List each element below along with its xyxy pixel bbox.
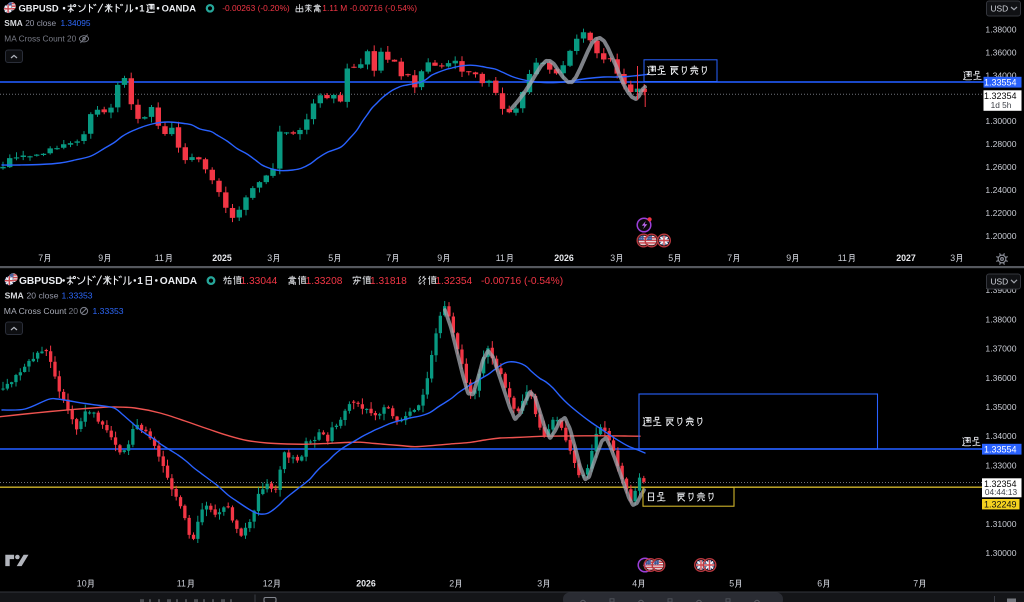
svg-text:7: 7 bbox=[386, 253, 391, 263]
svg-text:1.32354: 1.32354 bbox=[984, 479, 1017, 489]
svg-text:3: 3 bbox=[537, 579, 542, 589]
svg-text:1.33554: 1.33554 bbox=[984, 77, 1017, 87]
svg-text:1.39000: 1.39000 bbox=[985, 285, 1016, 295]
svg-text:2025: 2025 bbox=[212, 253, 232, 263]
svg-text:9: 9 bbox=[98, 253, 103, 263]
svg-text:6: 6 bbox=[817, 579, 822, 589]
svg-text:1.32354: 1.32354 bbox=[435, 276, 472, 287]
svg-text:11: 11 bbox=[177, 579, 186, 589]
svg-text:-0.00716 (-0.54%): -0.00716 (-0.54%) bbox=[350, 3, 418, 13]
svg-text:SMA: SMA bbox=[4, 18, 22, 28]
svg-text:1.30000: 1.30000 bbox=[985, 548, 1016, 558]
svg-text:3: 3 bbox=[610, 253, 615, 263]
svg-text:USD: USD bbox=[991, 4, 1009, 14]
svg-text:11: 11 bbox=[838, 253, 847, 263]
svg-text:3: 3 bbox=[267, 253, 272, 263]
svg-text:GBPUSD: GBPUSD bbox=[19, 3, 59, 14]
svg-text:1.32354: 1.32354 bbox=[984, 91, 1017, 101]
svg-text:1.33208: 1.33208 bbox=[306, 276, 343, 287]
svg-text:1.37000: 1.37000 bbox=[985, 344, 1016, 354]
svg-text:2026: 2026 bbox=[554, 253, 574, 263]
svg-text:SMA: SMA bbox=[5, 291, 24, 301]
svg-text:1.33353: 1.33353 bbox=[62, 291, 93, 301]
svg-text:1.34000: 1.34000 bbox=[985, 70, 1016, 80]
svg-text:3: 3 bbox=[950, 253, 955, 263]
svg-text:MA Cross Count 20: MA Cross Count 20 bbox=[4, 34, 76, 44]
svg-text:-0.00716 (-0.54%): -0.00716 (-0.54%) bbox=[481, 276, 563, 287]
svg-text:1.30000: 1.30000 bbox=[985, 116, 1016, 126]
svg-text:1.26000: 1.26000 bbox=[985, 162, 1016, 172]
svg-text:1.11 M: 1.11 M bbox=[322, 3, 347, 13]
svg-text:1.38000: 1.38000 bbox=[985, 314, 1016, 324]
svg-text:1.31000: 1.31000 bbox=[985, 519, 1016, 529]
svg-text:20: 20 bbox=[69, 306, 79, 316]
svg-text:GBPUSD: GBPUSD bbox=[19, 276, 63, 287]
svg-text:5: 5 bbox=[668, 253, 673, 263]
svg-text:1.34095: 1.34095 bbox=[61, 18, 91, 28]
svg-text:12: 12 bbox=[263, 579, 273, 589]
svg-text:1.22000: 1.22000 bbox=[985, 208, 1016, 218]
svg-text:1.34000: 1.34000 bbox=[985, 431, 1016, 441]
svg-text:1.20000: 1.20000 bbox=[985, 231, 1016, 241]
svg-text:5: 5 bbox=[328, 253, 333, 263]
svg-text:1: 1 bbox=[139, 3, 144, 14]
svg-text:1.33554: 1.33554 bbox=[984, 444, 1017, 454]
svg-text:1.33000: 1.33000 bbox=[985, 460, 1016, 470]
svg-text:1d 5h: 1d 5h bbox=[991, 100, 1012, 110]
svg-text:1.36000: 1.36000 bbox=[985, 47, 1016, 57]
svg-text:1: 1 bbox=[137, 276, 143, 287]
svg-text:5: 5 bbox=[729, 579, 734, 589]
svg-text:1.32249: 1.32249 bbox=[984, 499, 1017, 509]
svg-text:-0.00263 (-0.20%): -0.00263 (-0.20%) bbox=[222, 3, 290, 13]
svg-text:1.38000: 1.38000 bbox=[985, 24, 1016, 34]
svg-text:1.33044: 1.33044 bbox=[241, 276, 278, 287]
svg-text:1.24000: 1.24000 bbox=[985, 185, 1016, 195]
svg-text:2027: 2027 bbox=[896, 253, 916, 263]
svg-text:9: 9 bbox=[786, 253, 791, 263]
svg-text:1.28000: 1.28000 bbox=[985, 139, 1016, 149]
svg-text:04:44:13: 04:44:13 bbox=[985, 487, 1018, 497]
svg-text:7: 7 bbox=[727, 253, 732, 263]
svg-text:20 close: 20 close bbox=[27, 291, 59, 301]
svg-text:OANDA: OANDA bbox=[160, 276, 198, 287]
svg-text:7: 7 bbox=[913, 579, 918, 589]
svg-text:MA Cross Count: MA Cross Count bbox=[4, 306, 67, 316]
svg-text:1.33353: 1.33353 bbox=[93, 306, 124, 316]
svg-text:OANDA: OANDA bbox=[162, 3, 197, 14]
svg-text:1.35000: 1.35000 bbox=[985, 402, 1016, 412]
svg-text:11: 11 bbox=[155, 253, 164, 263]
svg-text:11: 11 bbox=[496, 253, 505, 263]
svg-text:2: 2 bbox=[449, 579, 454, 589]
svg-text:1.36000: 1.36000 bbox=[985, 373, 1016, 383]
svg-text:10: 10 bbox=[77, 579, 87, 589]
svg-text:2026: 2026 bbox=[356, 579, 376, 589]
svg-text:1.31818: 1.31818 bbox=[370, 276, 407, 287]
svg-text:7: 7 bbox=[38, 253, 43, 263]
svg-text:20 close: 20 close bbox=[25, 18, 56, 28]
svg-text:9: 9 bbox=[437, 253, 442, 263]
svg-text:USD: USD bbox=[991, 277, 1009, 287]
svg-text:4: 4 bbox=[632, 579, 637, 589]
